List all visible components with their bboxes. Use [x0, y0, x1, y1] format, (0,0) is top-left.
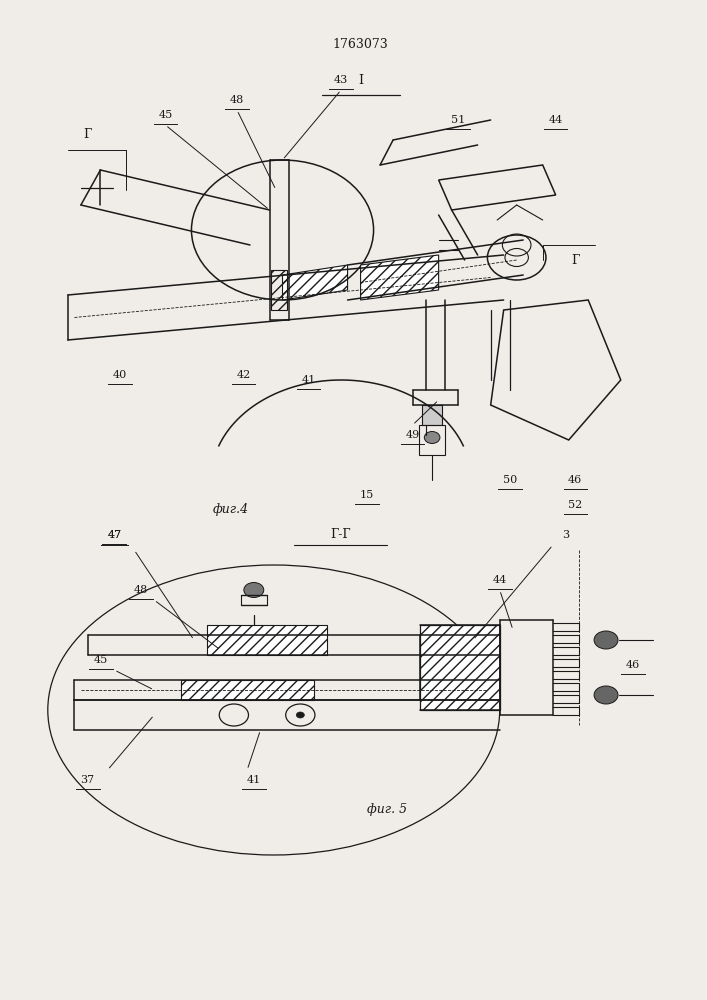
- Text: Г-Г: Г-Г: [330, 528, 351, 542]
- Text: 47: 47: [107, 530, 122, 540]
- Text: 3: 3: [563, 530, 570, 540]
- Bar: [207, 625, 327, 655]
- Text: 46: 46: [626, 660, 640, 670]
- Text: 45: 45: [94, 655, 108, 665]
- Text: I: I: [358, 74, 363, 87]
- Text: 51: 51: [451, 115, 465, 125]
- Text: 52: 52: [568, 500, 583, 510]
- Text: 44: 44: [549, 115, 563, 125]
- Circle shape: [594, 631, 618, 649]
- Text: фиг.4: фиг.4: [212, 504, 249, 516]
- Text: 48: 48: [230, 95, 244, 105]
- Polygon shape: [361, 255, 438, 300]
- Text: 41: 41: [301, 375, 315, 385]
- Text: 50: 50: [503, 475, 518, 485]
- Text: 45: 45: [158, 110, 173, 120]
- Circle shape: [424, 432, 440, 444]
- Text: 47: 47: [107, 530, 122, 540]
- Text: 15: 15: [360, 490, 374, 500]
- Bar: [271, 270, 287, 310]
- Text: 41: 41: [247, 775, 261, 785]
- Circle shape: [296, 712, 304, 718]
- Text: Г: Г: [571, 253, 579, 266]
- Text: 44: 44: [493, 575, 507, 585]
- Text: 43: 43: [334, 75, 348, 85]
- Polygon shape: [283, 265, 348, 300]
- Bar: [422, 405, 442, 425]
- Text: 37: 37: [81, 775, 95, 785]
- Text: фиг. 5: фиг. 5: [367, 804, 407, 816]
- Text: 42: 42: [236, 370, 250, 380]
- Bar: [420, 625, 500, 710]
- Circle shape: [594, 686, 618, 704]
- Text: Г: Г: [83, 128, 91, 141]
- Text: 40: 40: [113, 370, 127, 380]
- Bar: [181, 680, 314, 700]
- Text: 1763073: 1763073: [333, 38, 388, 51]
- Text: 48: 48: [134, 585, 148, 595]
- Text: 46: 46: [568, 475, 583, 485]
- Circle shape: [244, 582, 264, 597]
- Text: 49: 49: [406, 430, 420, 440]
- Bar: [419, 425, 445, 455]
